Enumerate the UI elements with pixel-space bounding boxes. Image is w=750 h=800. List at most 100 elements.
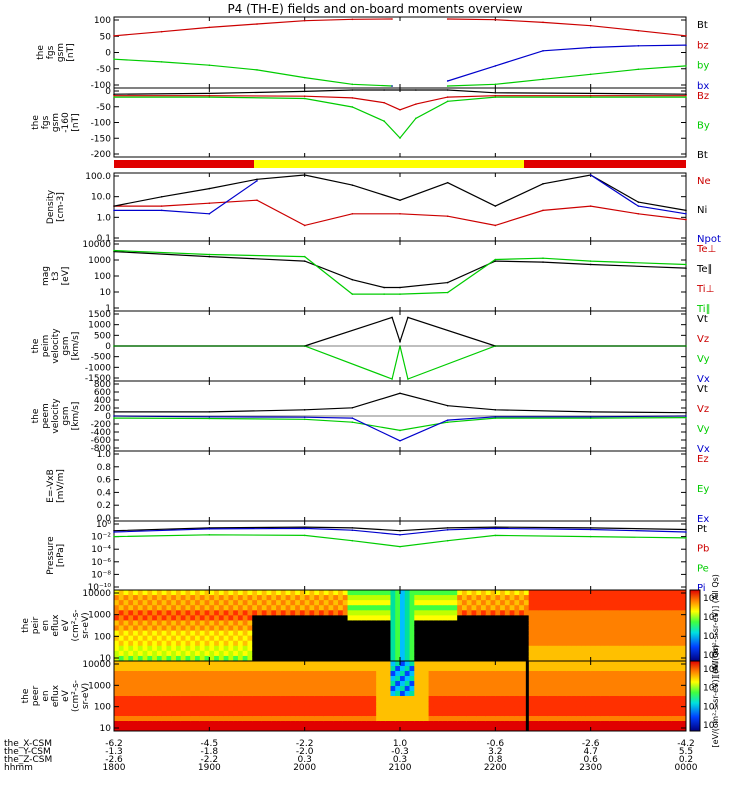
spectrogram-cell (309, 661, 315, 667)
spectrogram-cell (504, 696, 511, 702)
spectrogram-cell (543, 676, 549, 682)
spectrogram-cell (457, 676, 463, 682)
spectrogram-cell (504, 726, 511, 732)
spectrogram-cell (237, 726, 244, 732)
spectrogram-cell (647, 721, 654, 727)
spectrogram-cell (543, 711, 549, 717)
spectrogram-cell (590, 610, 596, 616)
spectrogram-cell (214, 650, 220, 657)
spectrogram-cell (628, 620, 635, 626)
spectrogram-cell (528, 655, 534, 662)
spectrogram-cell (595, 721, 601, 727)
spectrogram-cell (347, 716, 353, 722)
spectrogram-cell (562, 605, 568, 611)
data-point (303, 416, 306, 419)
spectrogram-cell (114, 726, 120, 732)
spectrogram-cell (166, 716, 172, 722)
spectrogram-cell (304, 605, 310, 611)
spectrogram-cell (600, 681, 606, 687)
spectrogram-cell (657, 721, 663, 727)
spectrogram-cell (371, 661, 377, 667)
spectrogram-cell (676, 635, 682, 642)
spectrogram-cell (481, 650, 487, 657)
spectrogram-cell (666, 701, 673, 707)
spectrogram-cell (266, 686, 272, 692)
spectrogram-cell (600, 645, 606, 652)
spectrogram-cell (342, 650, 349, 657)
spectrogram-cell (500, 716, 506, 722)
spectrogram-cell (304, 640, 310, 647)
spectrogram-cell (361, 640, 368, 647)
spectrogram-cell (433, 696, 439, 702)
spectrogram-cell (133, 595, 139, 601)
spectrogram-cell (538, 605, 544, 611)
spectrogram-cell (295, 645, 301, 652)
spectrogram-cell (461, 676, 468, 682)
spectrogram-cell (438, 701, 444, 707)
spectrogram-cell (519, 716, 525, 722)
spectrogram-cell (338, 716, 344, 722)
spectrogram-cell (481, 696, 487, 702)
spectrogram-cell (466, 655, 472, 662)
spectrogram-cell (476, 661, 482, 667)
spectrogram-cell (233, 595, 239, 601)
spectrogram-cell (261, 590, 268, 596)
spectrogram-cell (318, 600, 325, 606)
y-axis-label: gsm (56, 43, 66, 62)
spectrogram-cell (223, 655, 229, 662)
legend-entry: Ni (697, 205, 707, 216)
spectrogram-cell (342, 726, 349, 732)
spectrogram-cell (604, 615, 611, 621)
spectrogram-cell (299, 600, 306, 606)
spectrogram-cell (328, 676, 334, 682)
spectrogram-cell (209, 701, 215, 707)
spectrogram-cell (547, 681, 554, 687)
spectrogram-cell (314, 671, 320, 677)
data-point (542, 78, 544, 81)
spectrogram-cell (218, 706, 225, 712)
spectrogram-cell (523, 635, 530, 642)
spectrogram-cell (585, 661, 592, 667)
spectrogram-cell (638, 605, 644, 611)
spectrogram-cell (543, 655, 549, 662)
spectrogram-cell (428, 706, 434, 712)
spectrogram-cell (380, 726, 387, 732)
panel-efield (113, 450, 687, 522)
spectrogram-cell (457, 610, 463, 616)
spectrogram-cell (390, 650, 396, 657)
spectrogram-cell (604, 595, 611, 601)
spectrogram-cell (571, 635, 577, 642)
spectrogram-cell (333, 600, 339, 606)
spectrogram-cell (171, 625, 177, 632)
spectrogram-cell (137, 716, 144, 722)
spectrogram-cell (504, 686, 511, 692)
spectrogram-cell (223, 650, 229, 657)
spectrogram-cell (137, 711, 144, 717)
spectrogram-cell (247, 711, 253, 717)
spectrogram-cell (185, 620, 191, 626)
spectrogram-cell (395, 711, 401, 717)
data-point (303, 224, 306, 227)
spectrogram-cell (495, 645, 501, 652)
spectrogram-cell (352, 595, 358, 601)
spectrogram-cell (309, 650, 315, 657)
spectrogram-cell (571, 716, 577, 722)
spectrogram-cell (471, 605, 477, 611)
y-axis-label: [eV] (61, 267, 71, 286)
spectrogram-cell (156, 706, 163, 712)
spectrogram-cell (552, 681, 558, 687)
spectrogram-cell (328, 706, 334, 712)
spectrogram-cell (318, 711, 325, 717)
spectrogram-cell (266, 701, 272, 707)
spectrogram-cell (380, 661, 387, 667)
spectrogram-cell (233, 615, 239, 621)
spectrogram-cell (142, 681, 148, 687)
spectrogram-cell (466, 661, 472, 667)
spectrogram-cell (271, 716, 277, 722)
spectrogram-cell (504, 590, 511, 596)
data-point (303, 260, 306, 262)
spectrogram-cell (233, 726, 239, 732)
data-point (399, 529, 401, 532)
spectrogram-cell (452, 721, 458, 727)
spectrogram-cell (128, 681, 134, 687)
